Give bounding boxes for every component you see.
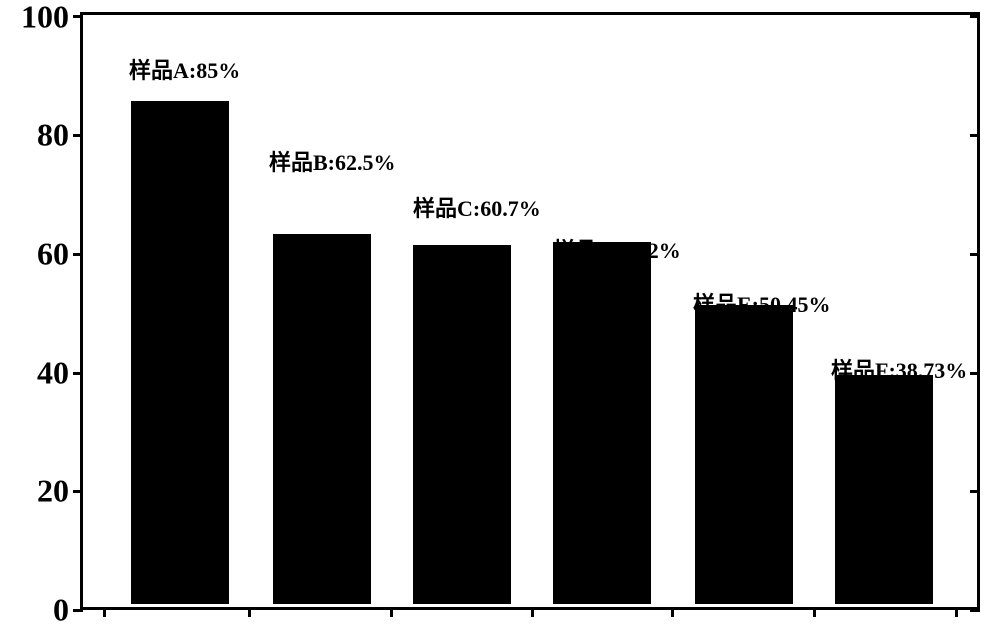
bar-label-c: 样品C:60.7% [413, 191, 541, 223]
bar-e [695, 305, 793, 604]
x-tick [248, 607, 251, 617]
y-tick-label: 20 [37, 473, 69, 510]
bar-f [835, 375, 933, 604]
y-tick [970, 609, 980, 612]
bar-chart: 0 20 40 60 80 100 样品A [80, 12, 980, 612]
y-tick [73, 134, 83, 137]
x-tick [955, 607, 958, 617]
x-tick [103, 607, 106, 617]
y-tick [73, 609, 83, 612]
y-tick [970, 134, 980, 137]
y-tick [970, 372, 980, 375]
bar-a [131, 101, 229, 604]
y-tick-label: 40 [37, 355, 69, 392]
y-tick [73, 490, 83, 493]
bar-label-b: 样品B:62.5% [269, 145, 396, 177]
y-tick [73, 372, 83, 375]
x-tick [390, 607, 393, 617]
y-tick [73, 15, 83, 18]
y-tick [970, 15, 980, 18]
x-tick [531, 607, 534, 617]
bar-label-a: 样品A:85% [129, 53, 240, 85]
y-tick-label: 0 [53, 592, 69, 629]
y-tick-label: 100 [21, 0, 69, 36]
bar-b [273, 234, 371, 604]
y-tick-label: 80 [37, 117, 69, 154]
bar-label-e: 样品E:50.45% [693, 287, 831, 319]
bar-label-d: 样品D:61.2% [553, 233, 681, 265]
bar-label-f: 样品F:38.73% [831, 353, 967, 385]
y-tick-label: 60 [37, 236, 69, 273]
x-tick [813, 607, 816, 617]
plot-area: 0 20 40 60 80 100 样品A [80, 12, 980, 610]
y-tick [970, 490, 980, 493]
bar-d [553, 242, 651, 604]
bar-c [413, 245, 511, 604]
y-tick [970, 253, 980, 256]
x-tick [671, 607, 674, 617]
y-tick [73, 253, 83, 256]
